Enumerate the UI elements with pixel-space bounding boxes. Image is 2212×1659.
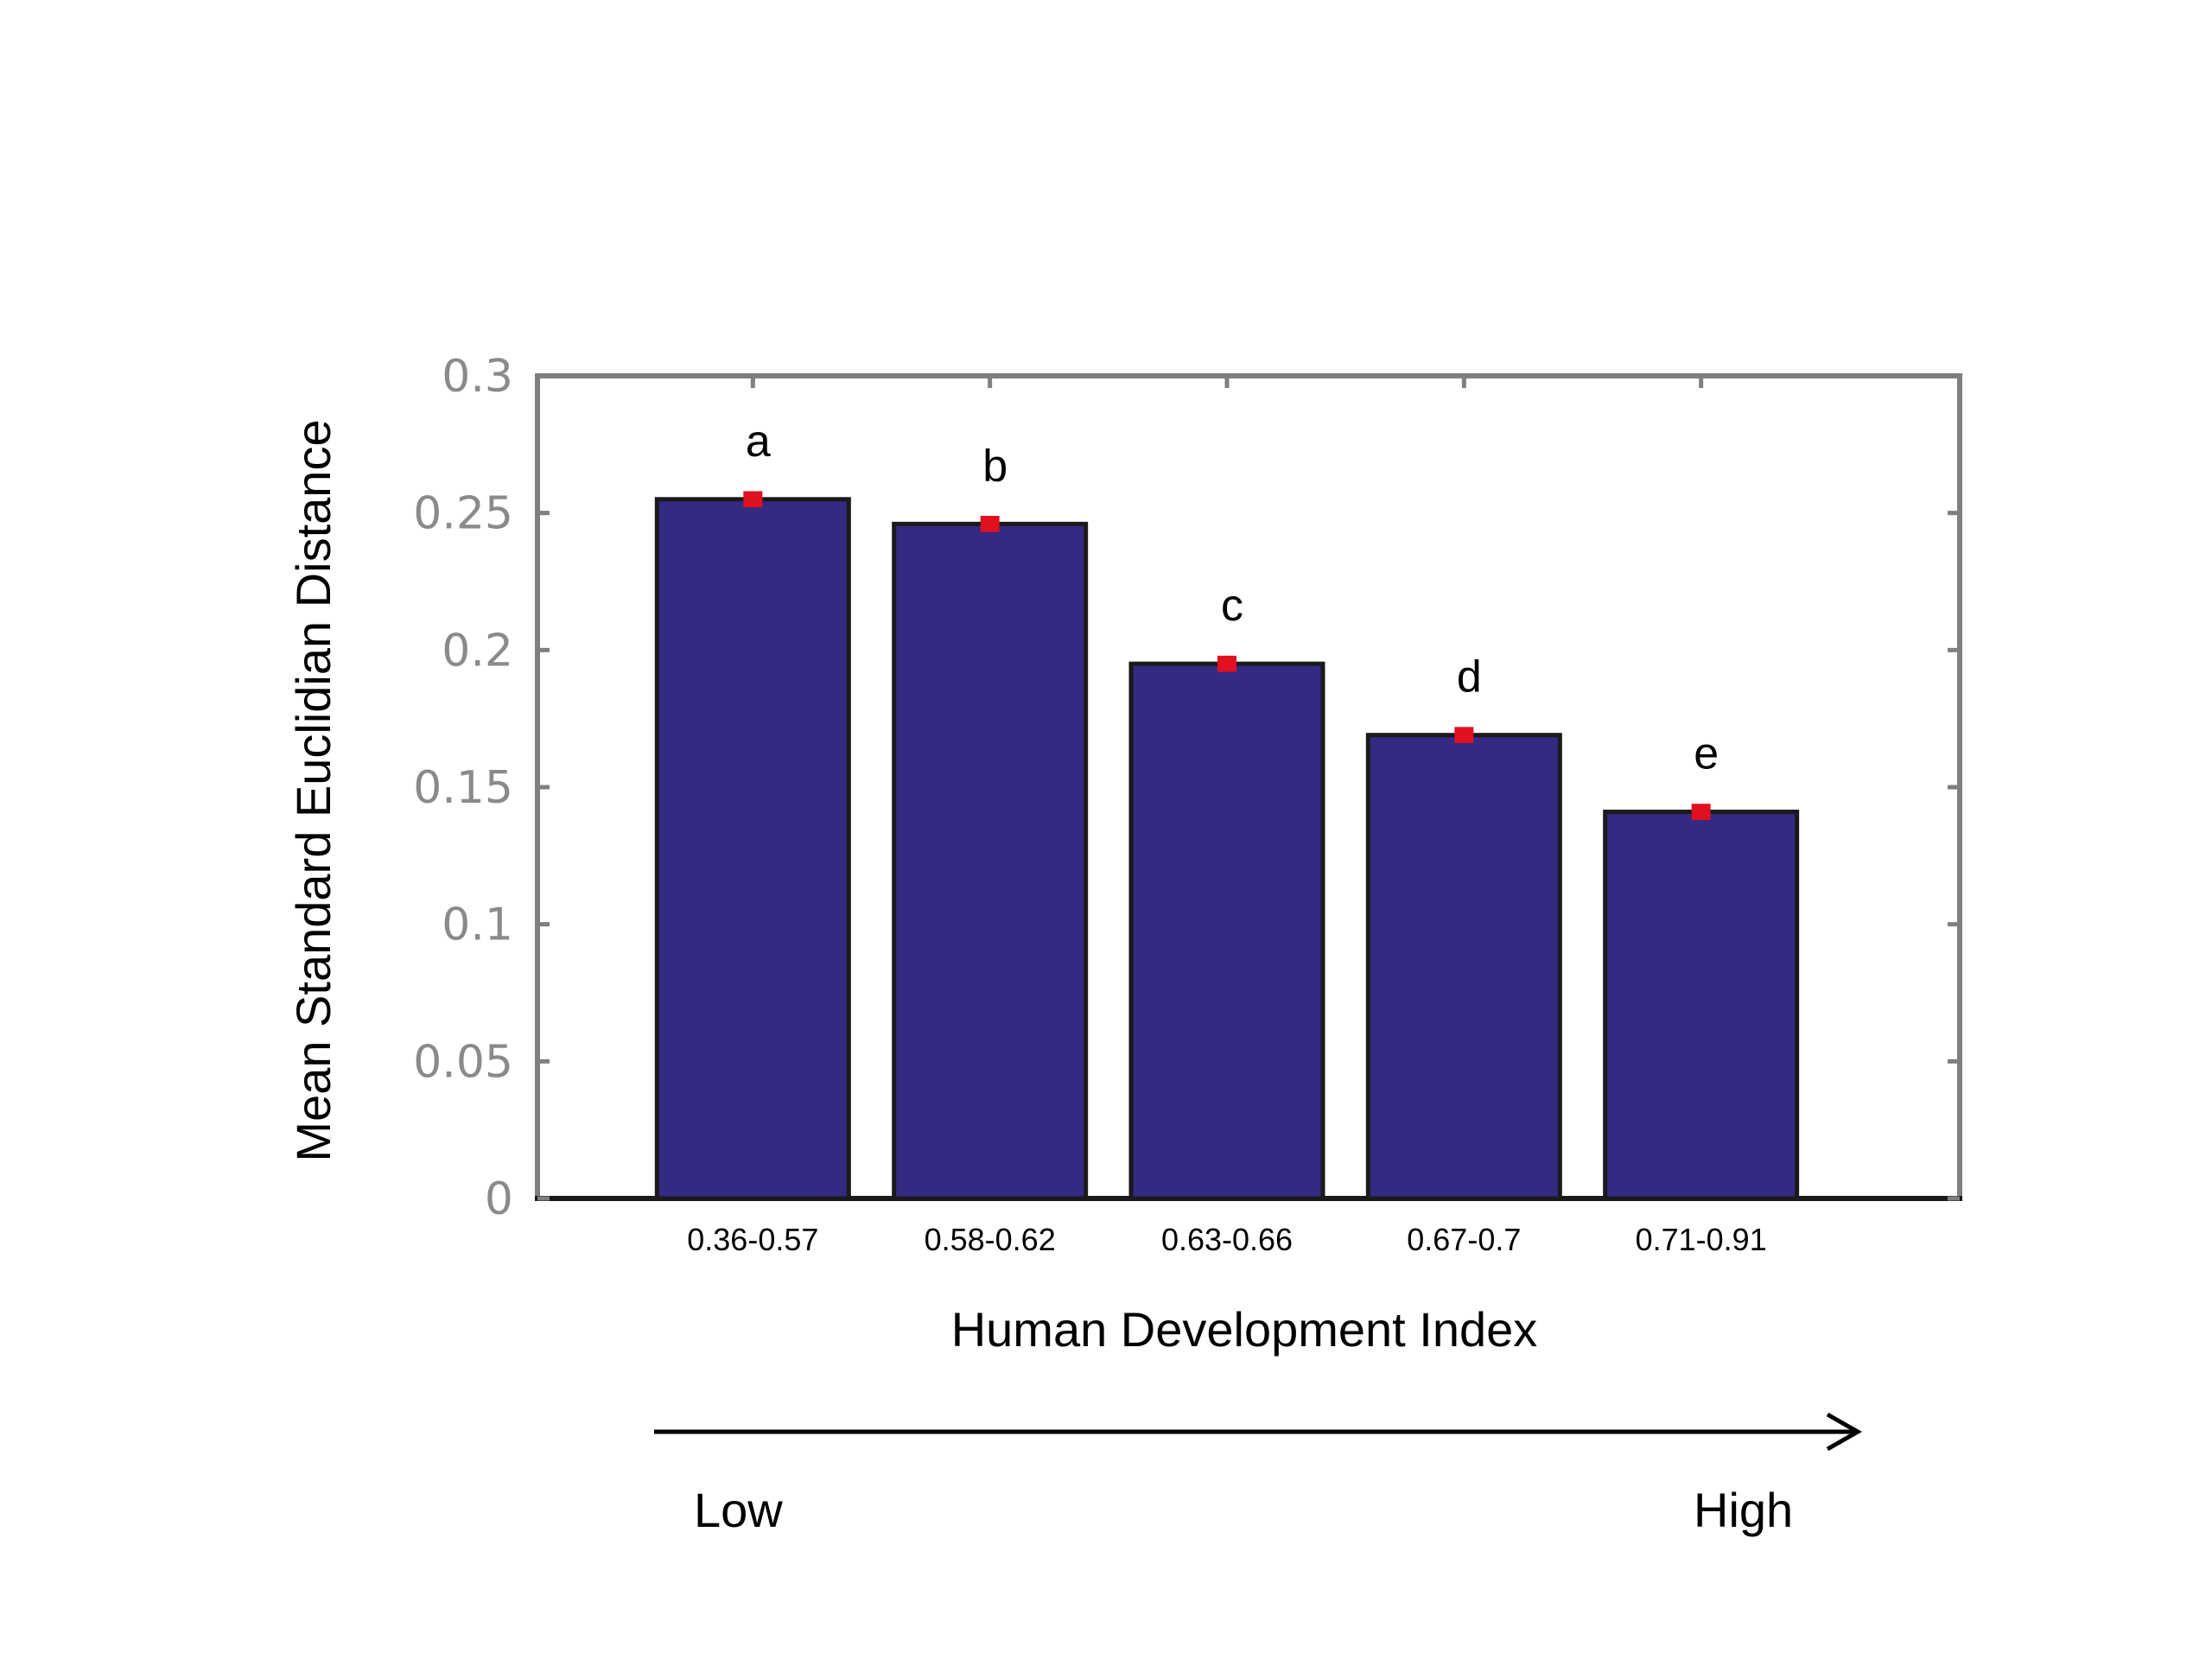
- error-bar-2: [1217, 655, 1236, 672]
- category-label-2: 0.63-0.66: [1161, 1222, 1293, 1257]
- error-bar-1: [980, 516, 1000, 532]
- significance-label-4: e: [1694, 729, 1719, 779]
- category-label-0: 0.36-0.57: [687, 1222, 818, 1257]
- category-label-1: 0.58-0.62: [925, 1222, 1056, 1257]
- scale-arrow-head: [1826, 1412, 1863, 1452]
- error-bar-4: [1691, 804, 1711, 820]
- y-tick-label-3: 0.15: [413, 762, 513, 814]
- y-tick-label-1: 0.05: [413, 1036, 513, 1088]
- significance-label-0: a: [746, 416, 771, 467]
- bar-1: [892, 521, 1089, 1201]
- scale-arrow: [654, 1412, 1863, 1452]
- significance-label-2: c: [1221, 581, 1243, 631]
- y-tick-label-5: 0.25: [413, 488, 513, 540]
- significance-label-1: b: [982, 441, 1007, 491]
- error-bars: [743, 491, 1711, 820]
- x-axis-title: Human Development Index: [951, 1302, 1538, 1357]
- y-axis-ticks: 0 0.05 0.1 0.15 0.2 0.25 0.3: [413, 351, 1960, 1225]
- error-bar-0: [743, 491, 763, 508]
- bar-2: [1128, 661, 1325, 1201]
- bar-0: [654, 497, 851, 1201]
- y-tick-label-6: 0.3: [442, 351, 513, 403]
- x-axis-category-labels: 0.36-0.57 0.58-0.62 0.63-0.66 0.67-0.7 0.71-…: [687, 1222, 1766, 1257]
- y-tick-label-4: 0.2: [442, 625, 513, 677]
- significance-labels: a b c d e: [746, 416, 1719, 779]
- y-tick-label-2: 0.1: [442, 899, 513, 951]
- significance-label-3: d: [1457, 652, 1482, 702]
- bar-4: [1603, 810, 1800, 1201]
- bars: [654, 497, 1800, 1201]
- y-axis-title: Mean Standard Euclidian Distance: [286, 419, 340, 1161]
- category-label-4: 0.71-0.91: [1636, 1222, 1767, 1257]
- scale-high-label: High: [1694, 1483, 1793, 1537]
- category-label-3: 0.67-0.7: [1407, 1222, 1521, 1257]
- error-bar-3: [1454, 727, 1474, 744]
- scale-low-label: Low: [694, 1483, 783, 1537]
- bar-3: [1365, 733, 1562, 1201]
- y-tick-label-0: 0: [485, 1173, 513, 1225]
